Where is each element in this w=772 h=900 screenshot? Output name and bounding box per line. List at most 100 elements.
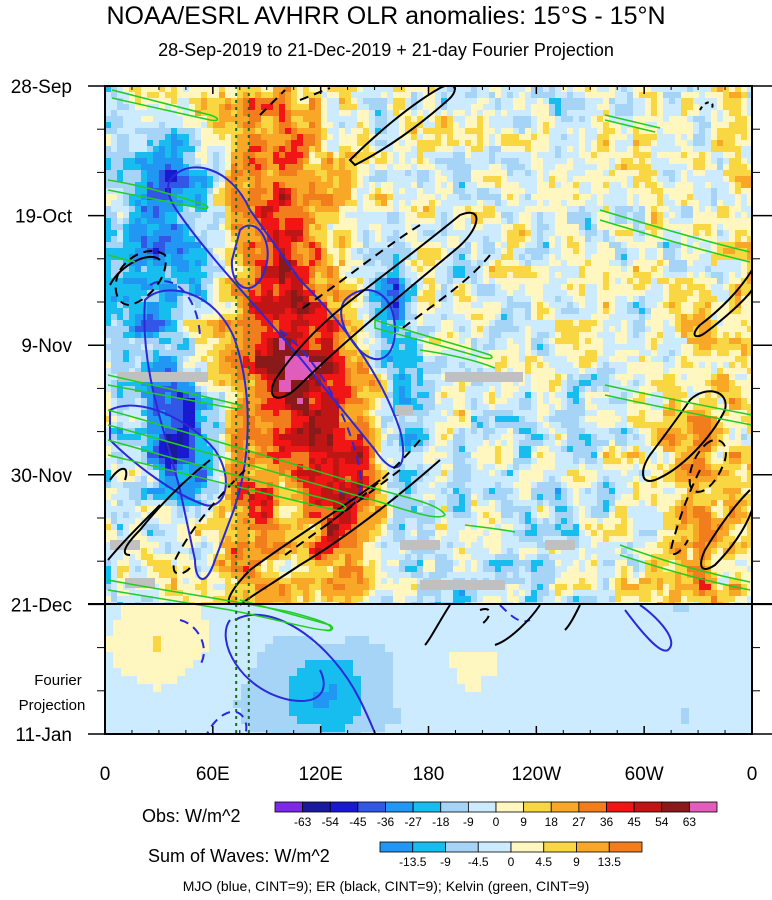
heat-cell bbox=[579, 350, 586, 357]
heat-cell bbox=[579, 236, 586, 243]
heat-cell bbox=[639, 134, 646, 141]
heat-cell bbox=[291, 254, 298, 261]
heat-cell bbox=[639, 92, 646, 99]
heat-cell bbox=[549, 242, 556, 249]
heat-cell bbox=[165, 104, 172, 111]
heat-cell bbox=[579, 206, 586, 213]
heat-cell bbox=[531, 320, 538, 327]
heat-cell bbox=[183, 278, 190, 285]
heat-cell bbox=[123, 308, 130, 315]
heat-cell bbox=[309, 296, 316, 303]
heat-cell bbox=[201, 278, 208, 285]
heat-cell bbox=[159, 326, 166, 333]
heat-cell bbox=[537, 320, 544, 327]
heat-cell bbox=[411, 290, 418, 297]
heat-cell bbox=[747, 302, 752, 309]
heat-cell bbox=[561, 302, 568, 309]
heat-cell bbox=[687, 326, 694, 333]
heat-cell bbox=[207, 290, 214, 297]
heat-cell bbox=[489, 158, 496, 165]
heat-cell bbox=[309, 272, 316, 279]
heat-cell bbox=[675, 212, 682, 219]
heat-cell bbox=[369, 290, 376, 297]
heat-cell bbox=[135, 200, 142, 207]
heat-cell bbox=[285, 302, 292, 309]
heat-cell bbox=[297, 122, 304, 129]
heat-cell bbox=[129, 134, 136, 141]
heat-cell bbox=[231, 236, 238, 243]
heat-cell bbox=[591, 146, 598, 153]
heat-cell bbox=[747, 254, 752, 261]
heat-cell bbox=[615, 206, 622, 213]
heat-cell bbox=[363, 188, 370, 195]
heat-cell bbox=[213, 128, 220, 135]
heat-cell bbox=[303, 164, 310, 171]
heat-cell bbox=[321, 206, 328, 213]
heat-cell bbox=[459, 170, 466, 177]
heat-cell bbox=[429, 212, 436, 219]
heat-cell bbox=[453, 158, 460, 165]
heat-cell bbox=[735, 314, 742, 321]
heat-cell bbox=[147, 182, 154, 189]
heat-cell bbox=[261, 92, 268, 99]
heat-cell bbox=[255, 314, 262, 321]
heat-cell bbox=[177, 170, 184, 177]
heat-cell bbox=[741, 338, 748, 345]
heat-cell bbox=[513, 146, 520, 153]
heat-cell bbox=[567, 212, 574, 219]
heat-cell bbox=[153, 284, 160, 291]
heat-cell bbox=[615, 128, 622, 135]
heat-cell bbox=[267, 182, 274, 189]
heat-cell bbox=[225, 188, 232, 195]
heat-cell bbox=[327, 254, 334, 261]
heat-cell bbox=[471, 170, 478, 177]
heat-cell bbox=[273, 134, 280, 141]
heat-cell bbox=[519, 254, 526, 261]
heat-cell bbox=[495, 278, 502, 285]
heat-cell bbox=[321, 218, 328, 225]
heat-cell bbox=[465, 266, 472, 273]
heat-cell bbox=[261, 230, 268, 237]
heat-cell bbox=[429, 128, 436, 135]
heat-cell bbox=[213, 314, 220, 321]
heat-cell bbox=[477, 194, 484, 201]
heat-cell bbox=[429, 188, 436, 195]
heat-cell bbox=[663, 296, 670, 303]
heat-cell bbox=[231, 254, 238, 261]
heat-cell bbox=[399, 272, 406, 279]
heat-cell bbox=[435, 266, 442, 273]
heat-cell bbox=[321, 86, 328, 93]
heat-cell bbox=[393, 176, 400, 183]
heat-cell bbox=[645, 314, 652, 321]
heat-cell bbox=[537, 218, 544, 225]
heat-cell bbox=[171, 92, 178, 99]
heat-cell bbox=[513, 296, 520, 303]
heat-cell bbox=[507, 116, 514, 123]
heat-cell bbox=[177, 116, 184, 123]
heat-cell bbox=[555, 200, 562, 207]
heat-cell bbox=[105, 278, 112, 285]
heat-cell bbox=[717, 194, 724, 201]
heat-cell bbox=[339, 116, 346, 123]
heat-cell bbox=[531, 86, 538, 93]
heat-cell bbox=[723, 314, 730, 321]
heat-cell bbox=[543, 326, 550, 333]
heat-cell bbox=[567, 140, 574, 147]
heat-cell bbox=[621, 308, 628, 315]
heat-cell bbox=[279, 218, 286, 225]
heat-cell bbox=[369, 296, 376, 303]
heat-cell bbox=[441, 146, 448, 153]
heat-cell bbox=[219, 254, 226, 261]
heat-cell bbox=[423, 212, 430, 219]
heat-cell bbox=[645, 200, 652, 207]
heat-cell bbox=[435, 182, 442, 189]
heat-cell bbox=[657, 302, 664, 309]
heat-cell bbox=[249, 212, 256, 219]
heat-cell bbox=[135, 134, 142, 141]
heat-cell bbox=[531, 152, 538, 159]
heat-cell bbox=[321, 188, 328, 195]
heat-cell bbox=[381, 350, 388, 357]
heat-cell bbox=[735, 146, 742, 153]
heat-cell bbox=[669, 218, 676, 225]
heat-cell bbox=[645, 152, 652, 159]
